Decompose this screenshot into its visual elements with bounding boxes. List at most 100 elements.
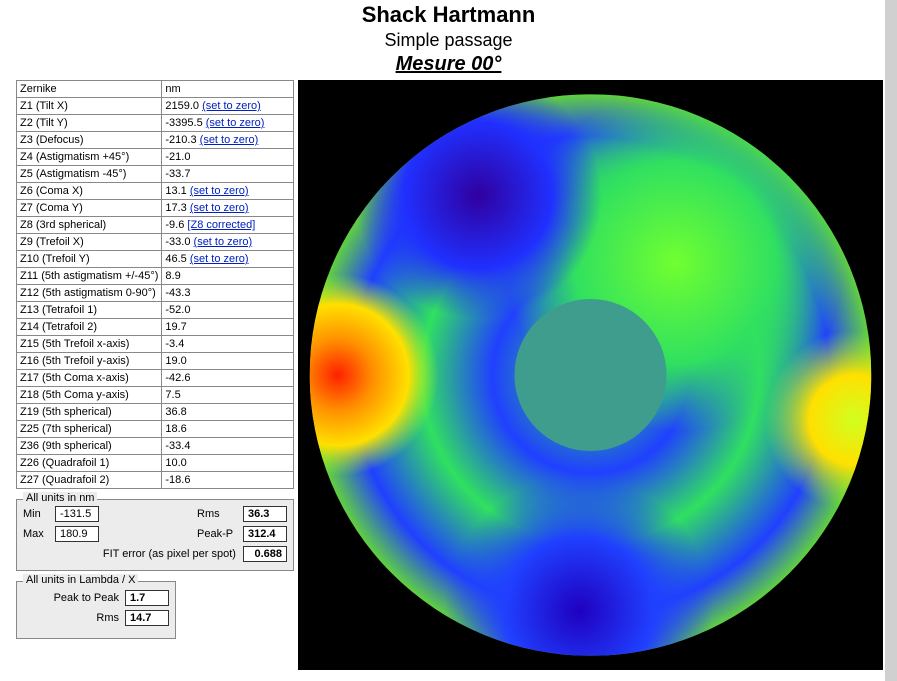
rms-value: 36.3 xyxy=(243,506,287,522)
zernike-name: Z5 (Astigmatism -45°) xyxy=(17,166,162,183)
zernike-value: 19.0 xyxy=(165,355,186,367)
zernike-name: Z25 (7th spherical) xyxy=(17,421,162,438)
fit-error-value: 0.688 xyxy=(243,546,287,562)
zernike-name: Z8 (3rd spherical) xyxy=(17,217,162,234)
set-to-zero-link[interactable]: (set to zero) xyxy=(190,253,249,265)
zernike-value-cell: -33.7 xyxy=(162,166,294,183)
zernike-name: Z27 (Quadrafoil 2) xyxy=(17,472,162,489)
zernike-name: Z9 (Trefoil X) xyxy=(17,234,162,251)
zernike-name: Z10 (Trefoil Y) xyxy=(17,251,162,268)
stats-nm-legend: All units in nm xyxy=(23,492,97,504)
zernike-value-cell: 19.7 xyxy=(162,319,294,336)
lambda-pp-value: 1.7 xyxy=(125,590,169,606)
zernike-value-cell: 10.0 xyxy=(162,455,294,472)
page-title: Shack Hartmann xyxy=(0,2,897,28)
zernike-value: -42.6 xyxy=(165,372,190,384)
zernike-name: Z18 (5th Coma y-axis) xyxy=(17,387,162,404)
wavefront-svg xyxy=(298,80,883,670)
set-to-zero-link[interactable]: (set to zero) xyxy=(190,185,249,197)
table-row: Z8 (3rd spherical)-9.6 [Z8 corrected] xyxy=(17,217,294,234)
table-header-zernike: Zernike xyxy=(17,81,162,98)
measure-label: Mesure 00° xyxy=(0,53,897,76)
table-header-nm: nm xyxy=(162,81,294,98)
zernike-value: 36.8 xyxy=(165,406,186,418)
zernike-value: 2159.0 xyxy=(165,100,199,112)
set-to-zero-link[interactable]: (set to zero) xyxy=(202,100,261,112)
max-value: 180.9 xyxy=(55,526,99,542)
table-row: Z15 (5th Trefoil x-axis)-3.4 xyxy=(17,336,294,353)
lambda-rms-value: 14.7 xyxy=(125,610,169,626)
zernike-name: Z26 (Quadrafoil 1) xyxy=(17,455,162,472)
min-value: -131.5 xyxy=(55,506,99,522)
table-row: Z11 (5th astigmatism +/-45°)8.9 xyxy=(17,268,294,285)
zernike-value-cell: 7.5 xyxy=(162,387,294,404)
zernike-value-cell: -33.4 xyxy=(162,438,294,455)
table-row: Z9 (Trefoil X)-33.0 (set to zero) xyxy=(17,234,294,251)
header: Shack Hartmann Simple passage Mesure 00° xyxy=(0,0,897,76)
table-row: Z26 (Quadrafoil 1)10.0 xyxy=(17,455,294,472)
table-row: Z4 (Astigmatism +45°)-21.0 xyxy=(17,149,294,166)
zernike-value: -18.6 xyxy=(165,474,190,486)
table-row: Z7 (Coma Y)17.3 (set to zero) xyxy=(17,200,294,217)
table-row: Z3 (Defocus)-210.3 (set to zero) xyxy=(17,132,294,149)
table-row: Z19 (5th spherical)36.8 xyxy=(17,404,294,421)
zernike-value-cell: 17.3 (set to zero) xyxy=(162,200,294,217)
zernike-value: -210.3 xyxy=(165,134,196,146)
rms-label: Rms xyxy=(197,508,237,520)
zernike-name: Z2 (Tilt Y) xyxy=(17,115,162,132)
zernike-value-cell: -42.6 xyxy=(162,370,294,387)
zernike-value-cell: -9.6 [Z8 corrected] xyxy=(162,217,294,234)
table-row: Z1 (Tilt X)2159.0 (set to zero) xyxy=(17,98,294,115)
set-to-zero-link[interactable]: (set to zero) xyxy=(194,236,253,248)
zernike-value-cell: -21.0 xyxy=(162,149,294,166)
zernike-name: Z17 (5th Coma x-axis) xyxy=(17,370,162,387)
zernike-name: Z4 (Astigmatism +45°) xyxy=(17,149,162,166)
zernike-value-cell: 19.0 xyxy=(162,353,294,370)
lambda-rms-label: Rms xyxy=(49,612,119,624)
stats-lambda-group: All units in Lambda / X Peak to Peak 1.7… xyxy=(16,581,176,639)
max-label: Max xyxy=(23,528,49,540)
zernike-value-cell: 46.5 (set to zero) xyxy=(162,251,294,268)
zernike-value-cell: -3395.5 (set to zero) xyxy=(162,115,294,132)
zernike-value-cell: -33.0 (set to zero) xyxy=(162,234,294,251)
zernike-value: -52.0 xyxy=(165,304,190,316)
zernike-value-cell: 36.8 xyxy=(162,404,294,421)
zernike-name: Z7 (Coma Y) xyxy=(17,200,162,217)
zernike-value: -33.4 xyxy=(165,440,190,452)
scrollbar-edge xyxy=(885,0,897,681)
peakp-label: Peak-P xyxy=(197,528,237,540)
zernike-value-cell: -3.4 xyxy=(162,336,294,353)
set-to-zero-link[interactable]: (set to zero) xyxy=(206,117,265,129)
zernike-value-cell: -43.3 xyxy=(162,285,294,302)
zernike-name: Z15 (5th Trefoil x-axis) xyxy=(17,336,162,353)
zernike-value: -33.0 xyxy=(165,236,190,248)
table-row: Z10 (Trefoil Y)46.5 (set to zero) xyxy=(17,251,294,268)
zernike-name: Z11 (5th astigmatism +/-45°) xyxy=(17,268,162,285)
zernike-value-cell: -18.6 xyxy=(162,472,294,489)
wavefront-visualization xyxy=(298,80,883,670)
zernike-value: -33.7 xyxy=(165,168,190,180)
zernike-value-cell: -52.0 xyxy=(162,302,294,319)
table-row: Z14 (Tetrafoil 2)19.7 xyxy=(17,319,294,336)
table-row: Z17 (5th Coma x-axis)-42.6 xyxy=(17,370,294,387)
zernike-value: -3.4 xyxy=(165,338,184,350)
table-row: Z25 (7th spherical)18.6 xyxy=(17,421,294,438)
table-row: Z6 (Coma X)13.1 (set to zero) xyxy=(17,183,294,200)
zernike-value: 8.9 xyxy=(165,270,180,282)
zernike-name: Z36 (9th spherical) xyxy=(17,438,162,455)
table-row: Z18 (5th Coma y-axis)7.5 xyxy=(17,387,294,404)
min-label: Min xyxy=(23,508,49,520)
page-subtitle: Simple passage xyxy=(0,30,897,51)
table-row: Z13 (Tetrafoil 1)-52.0 xyxy=(17,302,294,319)
zernike-value: -21.0 xyxy=(165,151,190,163)
zernike-name: Z3 (Defocus) xyxy=(17,132,162,149)
zernike-name: Z14 (Tetrafoil 2) xyxy=(17,319,162,336)
fit-error-label: FIT error (as pixel per spot) xyxy=(103,548,236,560)
zernike-name: Z13 (Tetrafoil 1) xyxy=(17,302,162,319)
zernike-name: Z6 (Coma X) xyxy=(17,183,162,200)
set-to-zero-link[interactable]: (set to zero) xyxy=(190,202,249,214)
zernike-value: 10.0 xyxy=(165,457,186,469)
zernike-value-cell: 18.6 xyxy=(162,421,294,438)
set-to-zero-link[interactable]: (set to zero) xyxy=(200,134,259,146)
set-to-zero-link[interactable]: [Z8 corrected] xyxy=(187,219,255,231)
